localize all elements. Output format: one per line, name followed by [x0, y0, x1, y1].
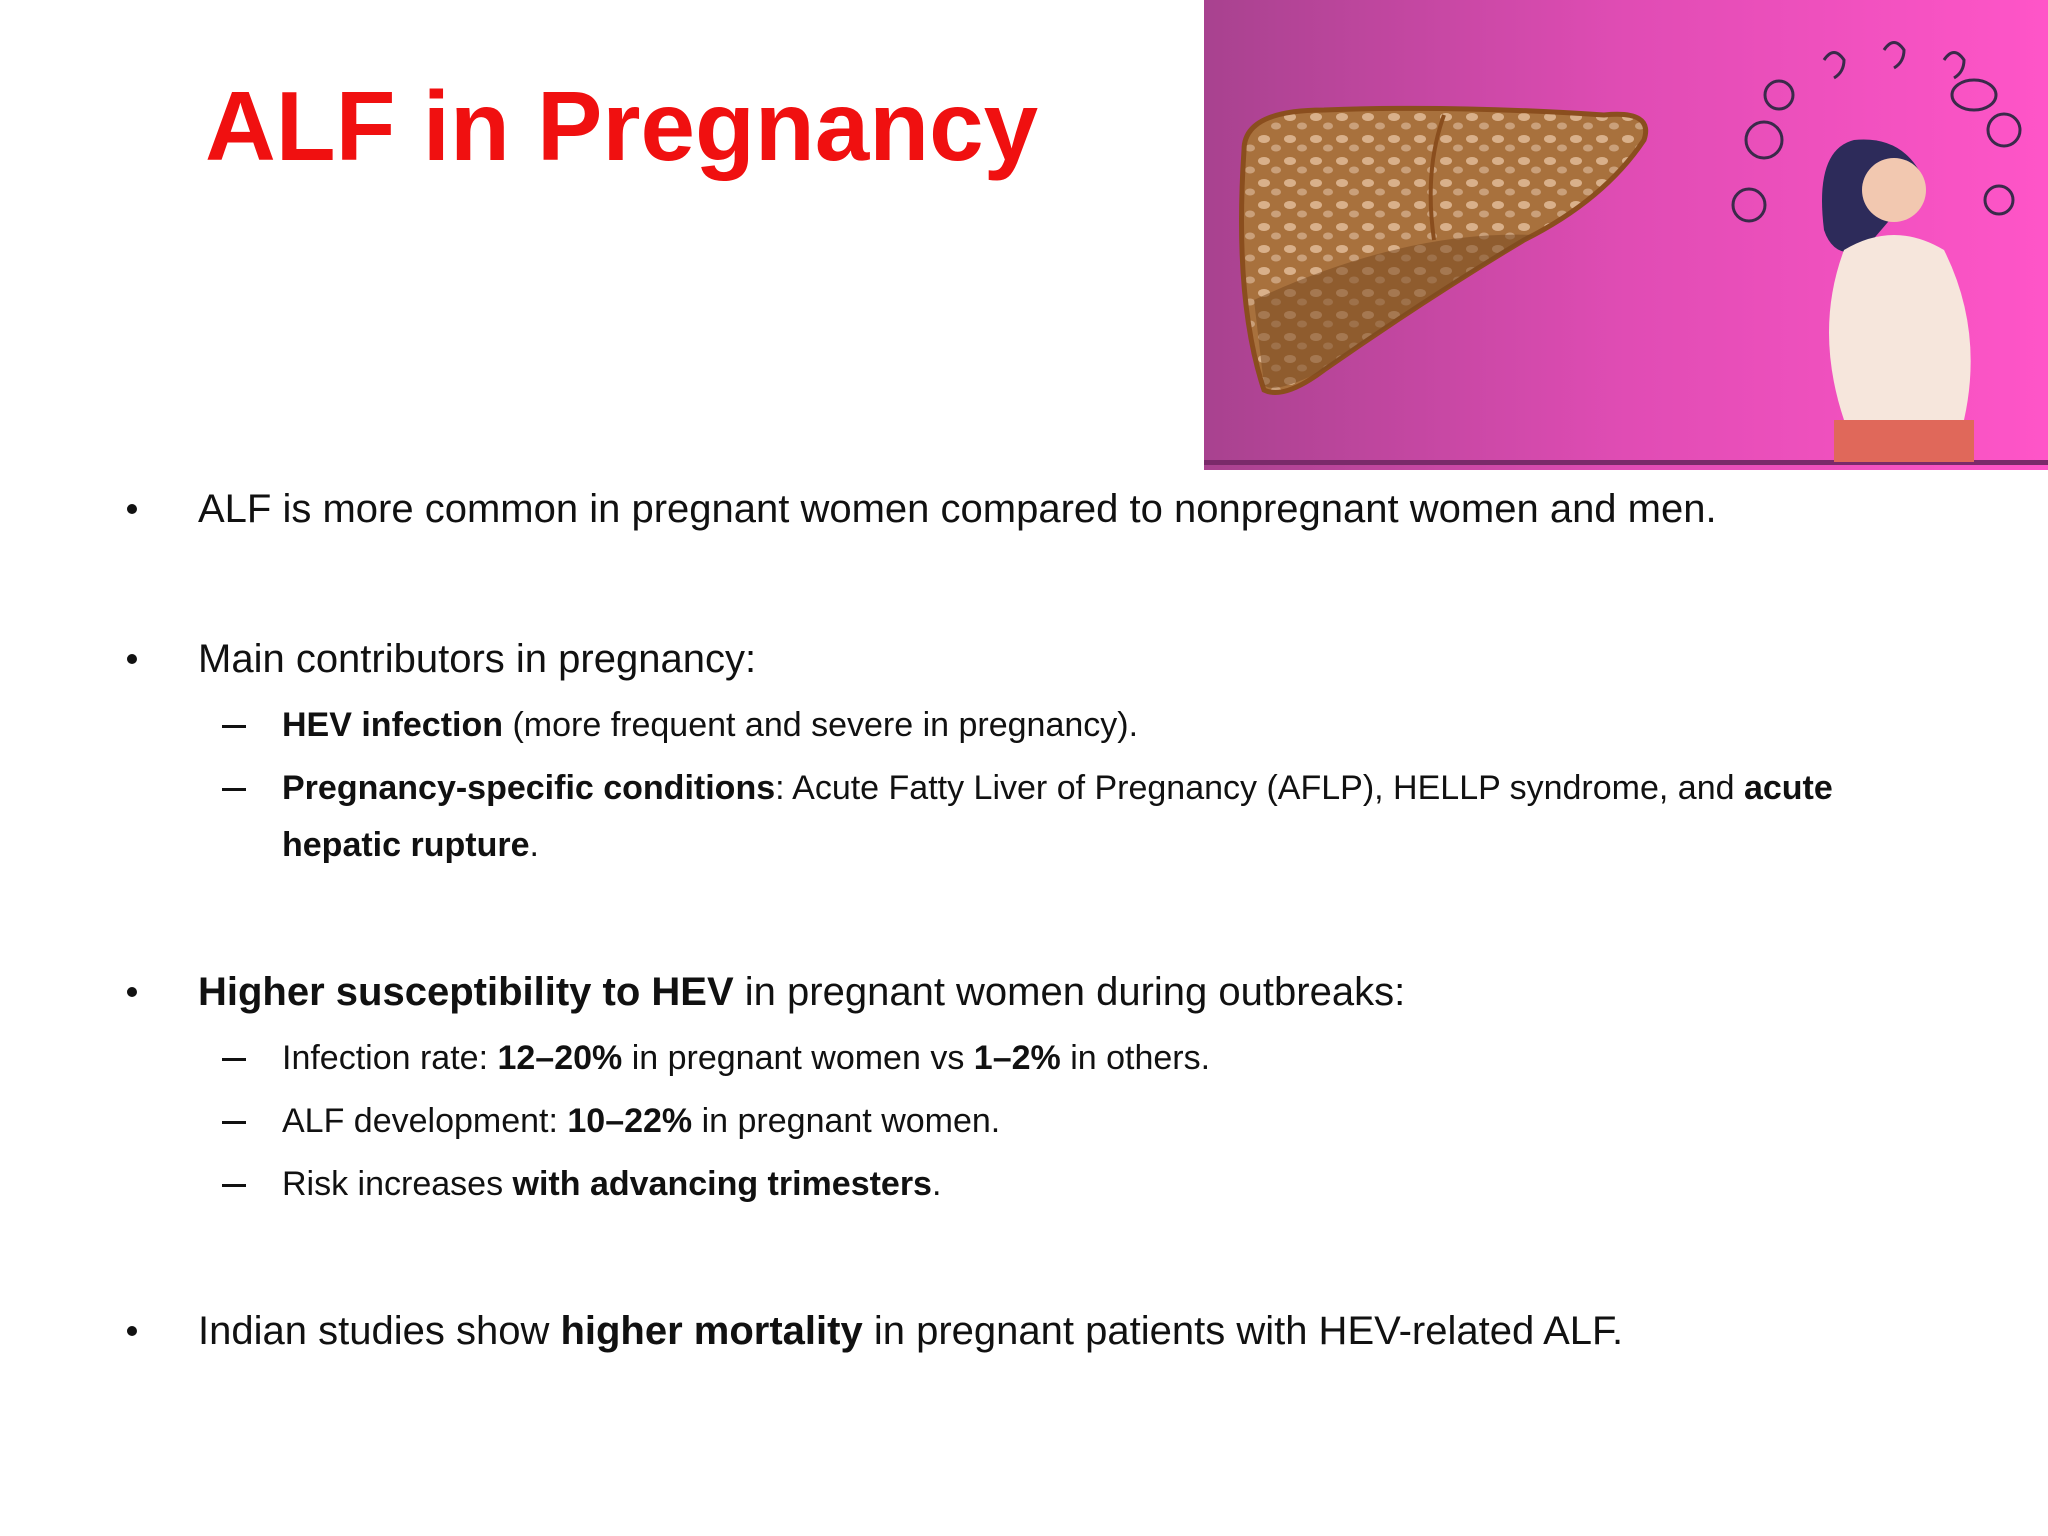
bold-text: Pregnancy-specific conditions [282, 769, 776, 807]
bullet-item: Main contributors in pregnancy: HEV infec… [0, 627, 1978, 874]
text: in pregnant women. [692, 1102, 1001, 1140]
dash [222, 1121, 246, 1124]
bold-text: acute hepatic rupture [282, 769, 1833, 864]
illustration [1204, 0, 2048, 470]
text: : Acute Fatty Liver of Pregnancy (AFLP),… [775, 769, 1744, 807]
sub-bullet-item: Risk increases with advancing trimesters… [0, 1156, 1912, 1213]
bold-text: with advancing trimesters [512, 1165, 932, 1203]
bullet-dot [127, 504, 137, 514]
bullet-item: Indian studies show higher mortality in … [0, 1299, 1978, 1363]
bullet-dot [127, 654, 137, 664]
bold-text: higher mortality [560, 1309, 863, 1353]
sub-bullet-item: Infection rate: 12–20% in pregnant women… [0, 1030, 1912, 1087]
sub-bullet-item: ALF development: 10–22% in pregnant wome… [0, 1093, 1912, 1150]
text: in pregnant women during outbreaks: [733, 970, 1406, 1014]
sub-bullet-item: HEV infection (more frequent and severe … [0, 697, 1912, 754]
sub-bullet-item: Pregnancy-specific conditions: Acute Fat… [0, 760, 1912, 874]
bullet-dot [127, 1326, 137, 1336]
dash [222, 1184, 246, 1187]
text: ALF development: [282, 1102, 568, 1140]
text: in pregnant women vs [622, 1039, 974, 1077]
slide-title: ALF in Pregnancy [205, 71, 1039, 181]
text: ALF is more common in pregnant women com… [198, 487, 1717, 531]
text: Risk increases [282, 1165, 513, 1203]
bullet-group: ALF is more common in pregnant women com… [0, 477, 2048, 541]
text: in pregnant patients with HEV-related AL… [862, 1309, 1624, 1353]
text: Main contributors in pregnancy: [198, 637, 757, 681]
text: (more frequent and severe in pregnancy). [503, 706, 1139, 744]
text: . [931, 1165, 942, 1203]
bold-text: 1–2% [973, 1039, 1061, 1077]
text: Infection rate: [282, 1039, 498, 1077]
bullet-item: ALF is more common in pregnant women com… [0, 477, 1978, 541]
bold-text: 12–20% [497, 1039, 623, 1077]
bullet-group: Main contributors in pregnancy: HEV infec… [0, 627, 2048, 874]
text: in others. [1060, 1039, 1211, 1077]
bullet-list: ALF is more common in pregnant women com… [0, 477, 2048, 1363]
bullet-group: Higher susceptibility to HEV in pregnant… [0, 960, 2048, 1213]
text: . [529, 826, 539, 864]
bullet-group: Indian studies show higher mortality in … [0, 1299, 2048, 1363]
dash [222, 1058, 246, 1061]
dash [222, 725, 246, 728]
bullet-item: Higher susceptibility to HEV in pregnant… [0, 960, 1978, 1213]
text: Indian studies show [198, 1309, 561, 1353]
bold-text: HEV infection [282, 706, 504, 744]
bullet-dot [127, 987, 137, 997]
bold-text: 10–22% [567, 1102, 693, 1140]
bold-text: Higher susceptibility to HEV [198, 970, 734, 1014]
dash [222, 788, 246, 791]
